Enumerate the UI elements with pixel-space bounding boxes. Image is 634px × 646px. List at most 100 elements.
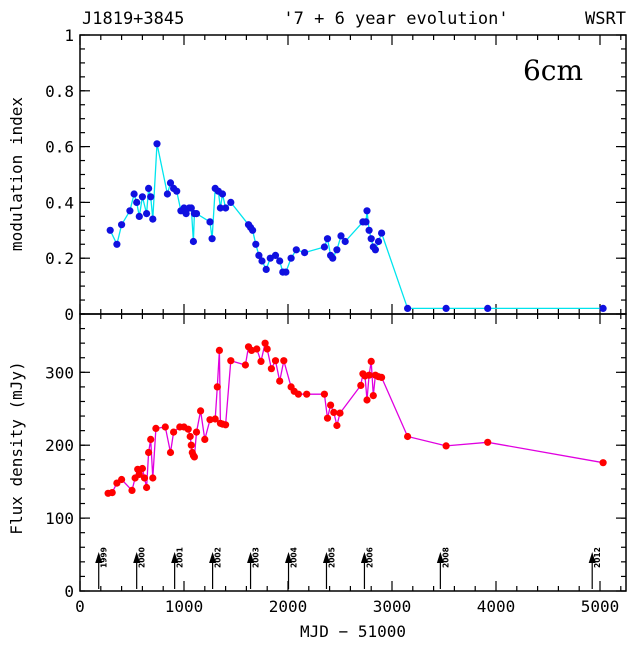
flux-data-point bbox=[261, 339, 269, 347]
modulation-data-point bbox=[255, 251, 263, 259]
modulation-data-point bbox=[130, 190, 138, 198]
x-tick-label: 1000 bbox=[165, 597, 204, 616]
flux-data-point bbox=[263, 345, 271, 353]
modulation-data-point bbox=[106, 226, 114, 234]
flux-data-point bbox=[257, 357, 265, 365]
modulation-data-point bbox=[442, 304, 450, 312]
modulation-data-point bbox=[363, 207, 371, 215]
flux-data-point bbox=[442, 442, 450, 450]
year-arrow-head bbox=[247, 552, 255, 563]
flux-data-point bbox=[336, 409, 344, 417]
modulation-data-point bbox=[182, 210, 190, 218]
modulation-data-point bbox=[258, 257, 266, 265]
top-y-tick-label: 0.2 bbox=[45, 249, 74, 268]
top-y-tick-label: 0.8 bbox=[45, 82, 74, 101]
bottom-y-tick-label: 200 bbox=[45, 436, 74, 455]
year-label: 2012 bbox=[593, 547, 602, 568]
modulation-data-point bbox=[192, 210, 201, 218]
modulation-data-point bbox=[135, 212, 143, 220]
top-y-tick-label: 1 bbox=[64, 26, 74, 45]
flux-data-point bbox=[227, 357, 235, 365]
modulation-data-point bbox=[404, 304, 412, 312]
flux-data-point bbox=[357, 381, 365, 389]
top-y-tick-label: 0 bbox=[64, 305, 74, 324]
top-y-tick-label: 0.4 bbox=[45, 193, 74, 212]
modulation-data-point bbox=[143, 210, 151, 218]
modulation-data-point bbox=[282, 268, 290, 276]
modulation-data-point bbox=[287, 254, 295, 262]
year-arrow-head bbox=[95, 552, 103, 563]
flux-data-point bbox=[378, 373, 386, 381]
modulation-data-point bbox=[118, 221, 126, 229]
modulation-data-point bbox=[301, 249, 309, 257]
band-annotation: 6cm bbox=[523, 54, 583, 87]
flux-data-point bbox=[484, 438, 492, 446]
flux-data-point bbox=[118, 475, 126, 484]
flux-data-point bbox=[404, 432, 412, 441]
flux-data-point bbox=[140, 474, 149, 482]
flux-data-point bbox=[333, 421, 341, 430]
top-y-axis-label: modulation index bbox=[7, 97, 26, 251]
modulation-data-point bbox=[173, 187, 181, 195]
modulation-data-point bbox=[166, 179, 175, 187]
flux-data-point bbox=[170, 428, 178, 436]
flux-data-point bbox=[145, 448, 153, 457]
flux-data-point bbox=[128, 486, 136, 494]
bottom-y-tick-label: 300 bbox=[45, 363, 74, 382]
flux-data-point bbox=[166, 448, 175, 457]
x-tick-label: 4000 bbox=[477, 597, 516, 616]
flux-data-point bbox=[599, 459, 607, 467]
flux-data-point bbox=[161, 423, 169, 431]
year-label: 2001 bbox=[176, 547, 185, 568]
flux-data-point bbox=[271, 357, 280, 365]
modulation-data-point bbox=[208, 235, 216, 243]
year-label: 2002 bbox=[214, 547, 223, 568]
modulation-data-point bbox=[126, 207, 134, 215]
modulation-data-point bbox=[216, 204, 224, 212]
modulation-data-point bbox=[367, 235, 375, 243]
year-label: 2008 bbox=[441, 547, 450, 568]
flux-data-point bbox=[320, 390, 328, 398]
year-arrow-head bbox=[209, 552, 217, 563]
year-arrow-head bbox=[171, 552, 179, 563]
bottom-panel-frame bbox=[79, 313, 627, 592]
flux-data-point bbox=[276, 377, 284, 385]
top-series bbox=[106, 140, 607, 312]
top-y-tick-label: 0.6 bbox=[45, 138, 74, 157]
modulation-data-point bbox=[374, 237, 383, 246]
modulation-data-point bbox=[337, 232, 345, 240]
header-left: J1819+3845 bbox=[82, 9, 184, 29]
flux-series-line bbox=[107, 340, 604, 494]
flux-data-point bbox=[330, 408, 338, 416]
modulation-data-point bbox=[189, 237, 197, 246]
header-right: WSRT bbox=[585, 9, 626, 29]
flux-data-point bbox=[294, 390, 302, 398]
year-arrow-head bbox=[436, 552, 444, 563]
x-tick-label: 2000 bbox=[269, 597, 308, 616]
x-axis-label: MJD − 51000 bbox=[300, 622, 406, 641]
modulation-data-point bbox=[138, 193, 146, 201]
modulation-data-point bbox=[333, 246, 341, 254]
modulation-data-point bbox=[249, 226, 257, 234]
modulation-data-point bbox=[163, 190, 171, 198]
flux-data-point bbox=[327, 401, 335, 409]
modulation-data-point bbox=[147, 193, 155, 201]
modulation-data-point bbox=[276, 257, 284, 265]
flux-data-point bbox=[253, 345, 261, 353]
year-arrow-head bbox=[360, 552, 368, 563]
bottom-y-tick-label: 100 bbox=[45, 509, 74, 528]
flux-data-point bbox=[201, 435, 209, 443]
modulation-data-point bbox=[378, 229, 386, 237]
bottom-y-axis-label: Flux density (mJy) bbox=[7, 361, 26, 534]
flux-data-point bbox=[187, 441, 195, 449]
year-arrow-head bbox=[133, 552, 141, 563]
x-tick-label: 0 bbox=[75, 597, 85, 616]
modulation-data-point bbox=[599, 304, 607, 312]
modulation-data-point bbox=[145, 184, 153, 192]
modulation-series-line bbox=[109, 143, 604, 310]
flux-data-point bbox=[363, 396, 371, 404]
flux-data-point bbox=[241, 361, 249, 369]
flux-data-point bbox=[192, 428, 201, 436]
